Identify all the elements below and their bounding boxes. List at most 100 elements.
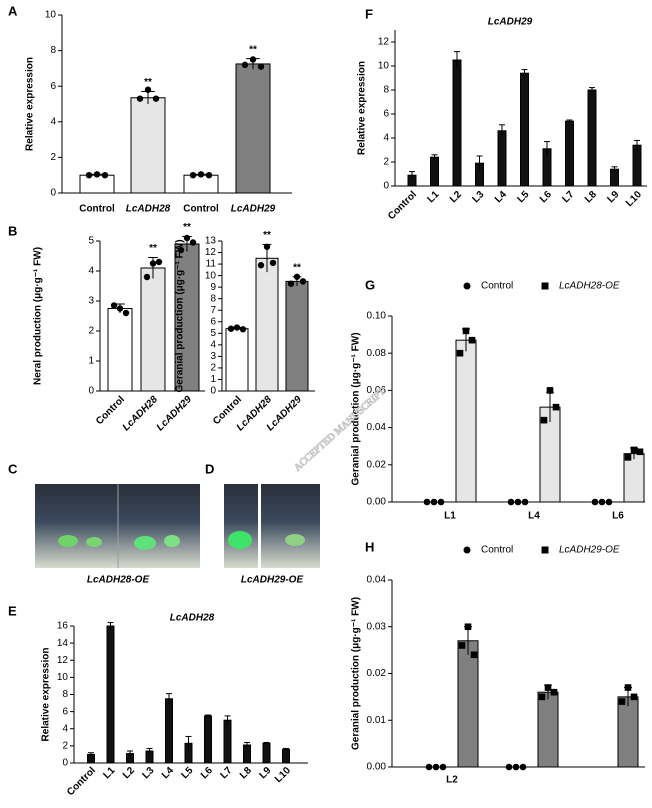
- data-point: [143, 273, 151, 281]
- data-point: [507, 498, 515, 506]
- data-point: [521, 498, 529, 506]
- data-point: [519, 763, 527, 771]
- data-point: [439, 763, 447, 771]
- data-point: [233, 324, 241, 331]
- bar: [497, 130, 507, 187]
- data-point: [149, 260, 157, 267]
- data-point: [287, 280, 295, 287]
- y-tick-label: 6: [383, 109, 389, 120]
- data-point: [458, 642, 466, 649]
- x-tick-label: Control: [94, 394, 127, 427]
- y-tick-label: 11: [206, 259, 217, 270]
- data-point: [591, 498, 599, 506]
- bar: [223, 719, 232, 764]
- data-point: [152, 95, 160, 102]
- x-tick-label: LcADH28: [126, 204, 171, 215]
- legend-marker: [463, 282, 471, 290]
- bar: [235, 63, 271, 194]
- chart-title: LcADH28: [170, 613, 215, 624]
- data-point: [110, 302, 118, 309]
- bar: [537, 691, 559, 768]
- data-point: [205, 172, 213, 179]
- x-tick-label: L8: [583, 189, 599, 205]
- y-tick-label: 4: [210, 339, 216, 350]
- y-tick-label: 0: [62, 758, 68, 769]
- photo-d: [224, 484, 320, 568]
- significance: **: [149, 243, 157, 254]
- photo-caption: LcADH29-OE: [241, 575, 304, 586]
- y-tick-label: 12: [57, 655, 69, 666]
- legend-label: Control: [481, 545, 513, 556]
- y-tick-label: 2: [88, 326, 94, 337]
- x-tick-label: L1: [101, 765, 117, 781]
- x-tick-label: L1: [444, 511, 456, 522]
- y-tick-label: 14: [57, 638, 69, 649]
- chart-title: LcADH29: [488, 17, 533, 28]
- significance: **: [249, 44, 257, 55]
- y-tick-label: 0: [88, 386, 94, 397]
- data-point: [550, 688, 558, 696]
- chart: 0.00 0.01 0.02 0.03 0.04 H Geranial production…: [351, 539, 645, 786]
- y-tick-label: 10: [378, 61, 390, 72]
- data-point: [257, 262, 265, 269]
- x-tick-label: L10: [624, 189, 644, 209]
- panel-label: D: [205, 461, 214, 476]
- y-tick-label: 6: [62, 706, 68, 717]
- data-point: [189, 172, 197, 179]
- bar: [285, 280, 309, 392]
- y-tick-label: 2: [383, 157, 389, 168]
- data-point: [155, 258, 163, 266]
- y-tick-label: 3: [88, 296, 94, 307]
- y-axis-label: Geranial production (μg·g⁻¹ FW): [175, 239, 186, 392]
- data-point: [189, 239, 197, 246]
- bar: [430, 156, 439, 187]
- data-point: [540, 416, 548, 424]
- data-point: [122, 309, 130, 317]
- x-tick-label: L2: [448, 189, 464, 205]
- panel-label: B: [8, 223, 17, 238]
- legend-label: Control: [481, 281, 513, 292]
- data-point: [464, 623, 472, 631]
- y-tick-label: 0: [210, 386, 216, 397]
- data-point: [257, 63, 265, 70]
- data-point: [101, 172, 109, 179]
- y-tick-label: 0.02: [367, 668, 387, 679]
- data-point: [116, 305, 124, 312]
- y-tick-label: 5: [210, 328, 216, 339]
- y-tick-label: 4: [62, 723, 68, 734]
- data-point: [93, 171, 101, 178]
- chart: 0.00 0.02 0.04 0.06 0.08 0.10 G Geranial produc…: [351, 277, 645, 522]
- bar: [587, 89, 597, 187]
- y-tick-label: 16: [57, 621, 69, 632]
- bar: [183, 174, 219, 194]
- data-point: [618, 698, 626, 705]
- legend-label: LcADH29-OE: [559, 545, 620, 556]
- y-tick-label: 0.04: [367, 422, 387, 433]
- y-tick-label: 0.00: [367, 762, 387, 773]
- bar: [165, 698, 173, 764]
- chart: 0 2 4 6 8 10 12 F LcADH29 Relative expression Cont…: [357, 6, 647, 222]
- x-tick-label: L9: [257, 765, 273, 781]
- bar: [457, 640, 479, 768]
- data-point: [430, 498, 438, 506]
- x-tick-label: LcADH28: [121, 394, 161, 434]
- data-point: [630, 446, 638, 454]
- x-tick-label: L10: [273, 765, 293, 785]
- y-tick-label: 0.02: [367, 459, 387, 470]
- legend-marker: [541, 546, 549, 554]
- legend-marker: [541, 282, 549, 290]
- y-tick-label: 8: [62, 689, 68, 700]
- data-point: [636, 448, 644, 456]
- x-tick-label: L6: [612, 511, 624, 522]
- panel-label: H: [365, 539, 374, 554]
- y-tick-label: 7: [210, 305, 216, 316]
- x-tick-label: L3: [470, 189, 486, 205]
- x-tick-label: L6: [199, 765, 215, 781]
- x-tick-label: L5: [515, 189, 531, 205]
- y-tick-label: 1: [88, 356, 94, 367]
- bar: [107, 308, 133, 392]
- y-tick-label: 6: [210, 316, 216, 327]
- y-tick-label: 10: [205, 270, 217, 281]
- y-tick-label: 0.10: [367, 311, 387, 322]
